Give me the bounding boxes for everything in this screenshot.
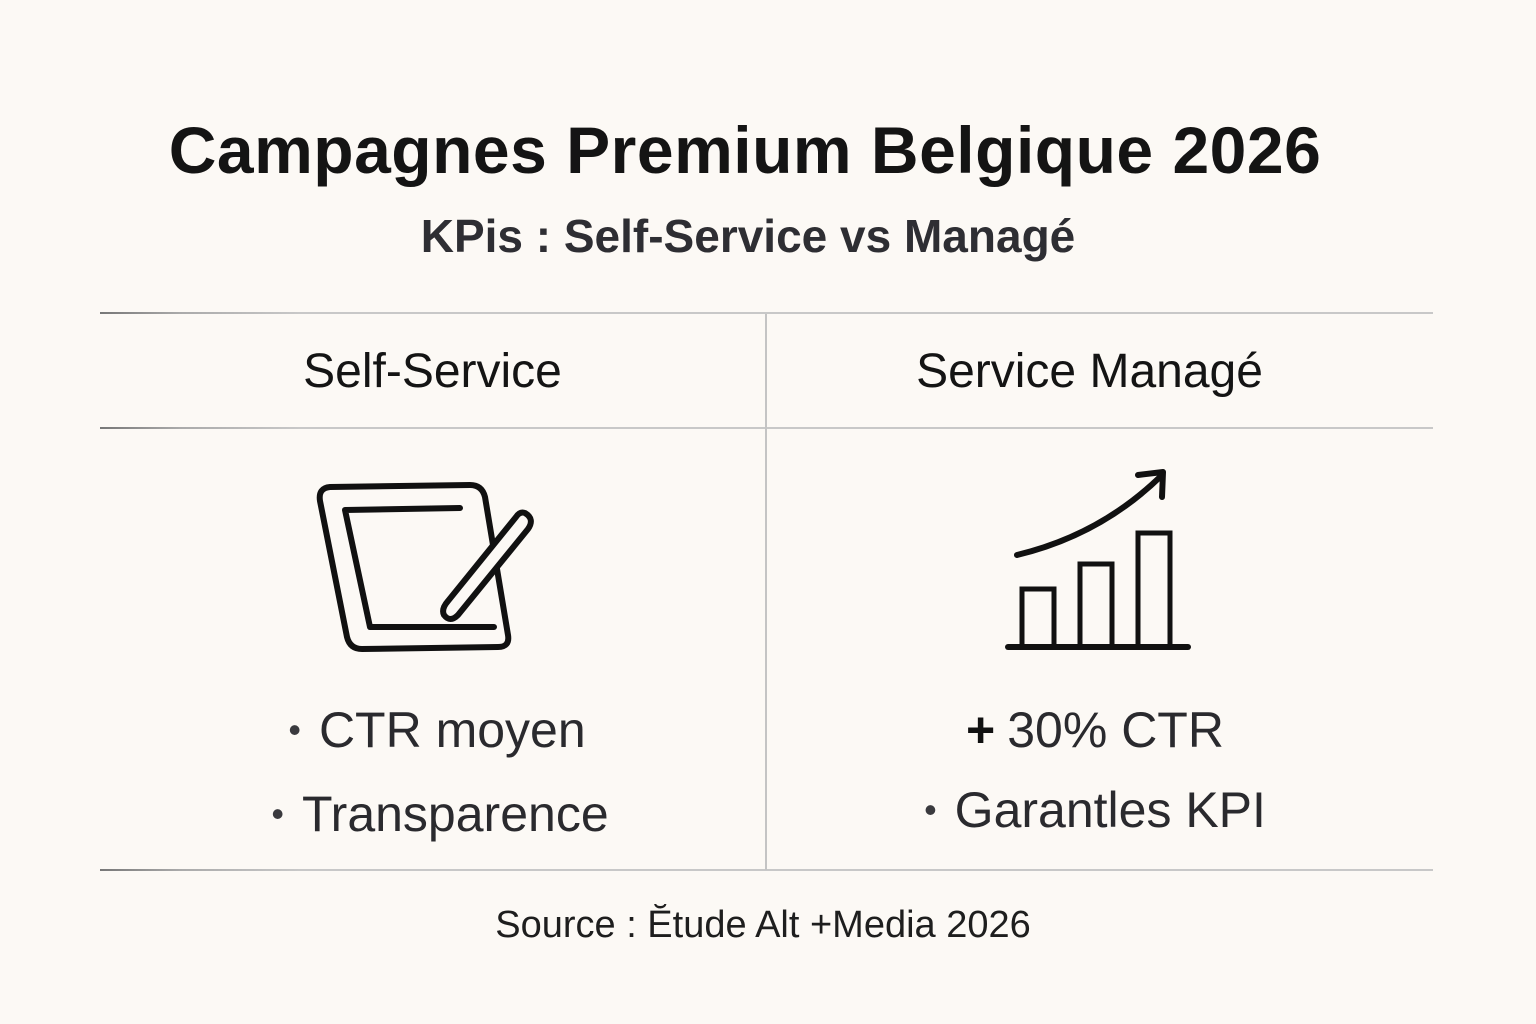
table-bottom-divider [100, 869, 1433, 871]
kpi-text: CTR moyen [318, 702, 586, 758]
list-item: • Transparence [200, 774, 680, 858]
bullet-icon: • [288, 708, 301, 750]
column-divider [765, 314, 767, 870]
tablet-pen-icon [310, 475, 540, 660]
self-service-kpi-list: • CTR moyen • Transparence [200, 690, 680, 858]
page-subtitle: KPis : Self-Service vs Managé [420, 210, 1076, 262]
list-item: • Garantles KPI [855, 770, 1335, 854]
bullet-icon: • [924, 788, 937, 830]
column-header-self-service: Self-Service [303, 345, 562, 398]
kpi-text: Garantles KPI [954, 782, 1266, 838]
page-title: Campagnes Premium Belgique 2026 [168, 113, 1322, 187]
column-header-service-manage: Service Managé [916, 345, 1263, 398]
list-item: • CTR moyen [200, 690, 680, 774]
bar-chart-growth-icon [1000, 465, 1200, 655]
source-caption: Source : Ĕtude Alt +Media 2026 [495, 904, 1031, 946]
bullet-icon: • [271, 792, 284, 834]
kpi-text: Transparence [301, 785, 609, 842]
list-item: +30% CTR [855, 690, 1335, 770]
service-manage-kpi-list: +30% CTR • Garantles KPI [855, 690, 1335, 854]
plus-icon: + [966, 702, 996, 758]
kpi-text: 30% CTR [1007, 702, 1224, 758]
table-top-divider [100, 312, 1433, 314]
